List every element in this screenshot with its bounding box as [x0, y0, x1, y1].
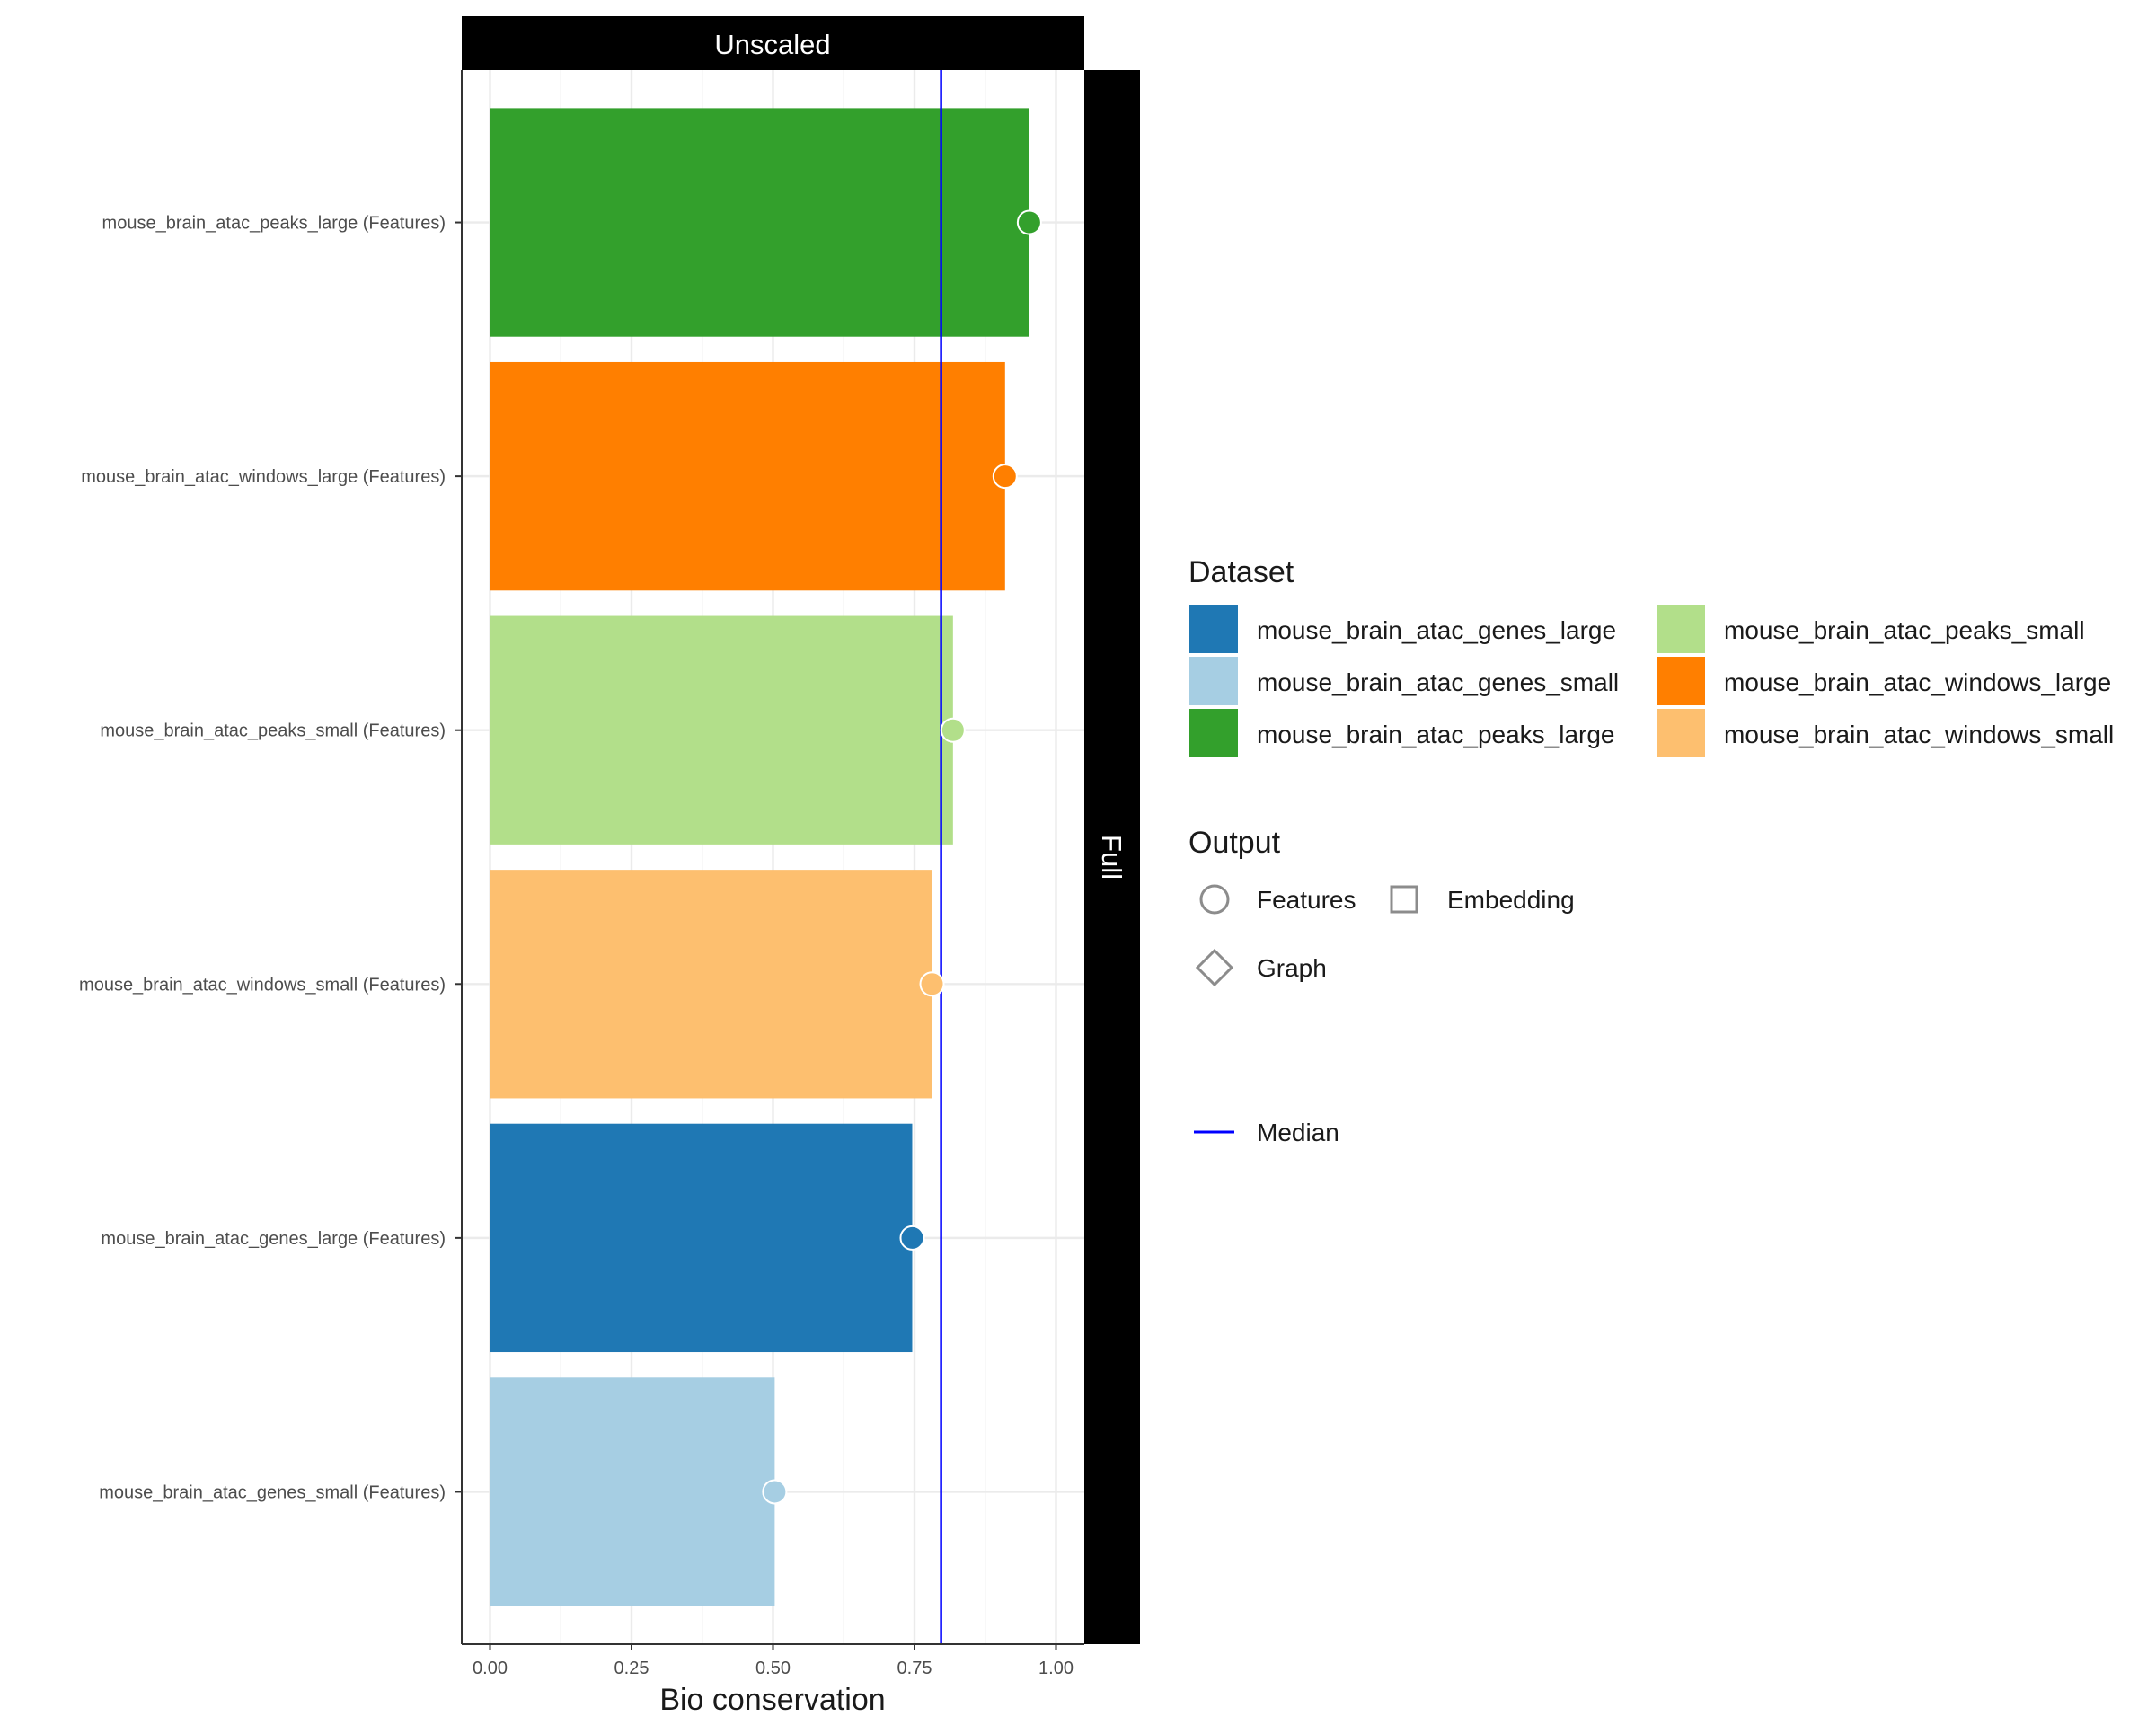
x-tick-label: 0.50	[755, 1659, 791, 1678]
output-legend-items: Features Embedding Graph	[1195, 884, 1575, 987]
legend-label-mouse_brain_atac_peaks_small: mouse_brain_atac_peaks_small	[1724, 616, 2085, 644]
legend-swatch-mouse_brain_atac_windows_small	[1655, 707, 1707, 759]
x-tick-label: 0.75	[897, 1659, 932, 1678]
bars	[490, 108, 1029, 1606]
x-tick-label: 0.25	[614, 1659, 649, 1678]
points	[762, 209, 1042, 1505]
point-mouse_brain_atac_genes_small	[762, 1479, 788, 1505]
facet-strip-top	[462, 16, 1084, 70]
legend-label-Features: Features	[1257, 886, 1356, 914]
legend-swatch-mouse_brain_atac_peaks_small	[1655, 603, 1707, 655]
legend-dataset-title: Dataset	[1188, 555, 1294, 589]
point-mouse_brain_atac_genes_large	[899, 1225, 925, 1251]
bar-mouse_brain_atac_windows_small	[490, 870, 932, 1099]
facet-strip-top-label: Unscaled	[714, 29, 830, 60]
legend: Dataset mouse_brain_atac_genes_largemous…	[1188, 555, 2114, 1146]
x-axis-title: Bio conservation	[659, 1683, 885, 1717]
legend-swatch-mouse_brain_atac_peaks_large	[1188, 707, 1240, 759]
legend-label-mouse_brain_atac_genes_large: mouse_brain_atac_genes_large	[1257, 616, 1616, 644]
bar-mouse_brain_atac_peaks_large	[490, 108, 1029, 337]
legend-swatch-mouse_brain_atac_genes_large	[1188, 603, 1240, 655]
facet-strip-right-label: Full	[1096, 835, 1127, 880]
legend-label-Graph: Graph	[1257, 954, 1327, 982]
legend-shape-Features	[1199, 884, 1230, 915]
legend-label-mouse_brain_atac_windows_small: mouse_brain_atac_windows_small	[1724, 721, 2114, 748]
y-tick-labels: mouse_brain_atac_peaks_large (Features) m…	[79, 214, 462, 1502]
bar-mouse_brain_atac_peaks_small	[490, 615, 953, 845]
point-mouse_brain_atac_peaks_large	[1016, 209, 1042, 235]
point-mouse_brain_atac_peaks_small	[940, 717, 966, 743]
legend-label-mouse_brain_atac_peaks_large: mouse_brain_atac_peaks_large	[1257, 721, 1615, 748]
legend-label-Embedding: Embedding	[1447, 886, 1575, 914]
bar-mouse_brain_atac_genes_small	[490, 1377, 775, 1606]
x-tick-label: 0.00	[473, 1659, 508, 1678]
legend-label-mouse_brain_atac_windows_large: mouse_brain_atac_windows_large	[1724, 668, 2111, 696]
legend-swatch-mouse_brain_atac_windows_large	[1655, 655, 1707, 707]
y-tick-label: mouse_brain_atac_windows_small (Features…	[79, 975, 446, 995]
legend-swatch-mouse_brain_atac_genes_small	[1188, 655, 1240, 707]
facet-strip-right	[1084, 70, 1140, 1644]
y-tick-label: mouse_brain_atac_peaks_small (Features)	[100, 721, 446, 741]
point-mouse_brain_atac_windows_small	[919, 971, 945, 997]
y-tick-label: mouse_brain_atac_windows_large (Features…	[81, 467, 446, 487]
legend-output-title: Output	[1188, 826, 1281, 860]
legend-shape-Embedding	[1390, 885, 1418, 914]
legend-label-mouse_brain_atac_genes_small: mouse_brain_atac_genes_small	[1257, 668, 1619, 696]
x-tick-labels: 0.00 0.25 0.50 0.75 1.00	[473, 1644, 1074, 1678]
x-tick-label: 1.00	[1038, 1659, 1074, 1678]
median-legend-label: Median	[1257, 1119, 1339, 1146]
y-tick-label: mouse_brain_atac_peaks_large (Features)	[102, 214, 446, 234]
legend-shape-Graph	[1195, 948, 1234, 987]
bar-mouse_brain_atac_windows_large	[490, 361, 1005, 591]
point-mouse_brain_atac_windows_large	[992, 464, 1018, 490]
y-tick-label: mouse_brain_atac_genes_small (Features)	[99, 1482, 446, 1502]
y-tick-label: mouse_brain_atac_genes_large (Features)	[101, 1229, 446, 1249]
dataset-legend-items: mouse_brain_atac_genes_large mouse_brain_…	[1188, 603, 2114, 759]
bar-mouse_brain_atac_genes_large	[490, 1123, 913, 1353]
